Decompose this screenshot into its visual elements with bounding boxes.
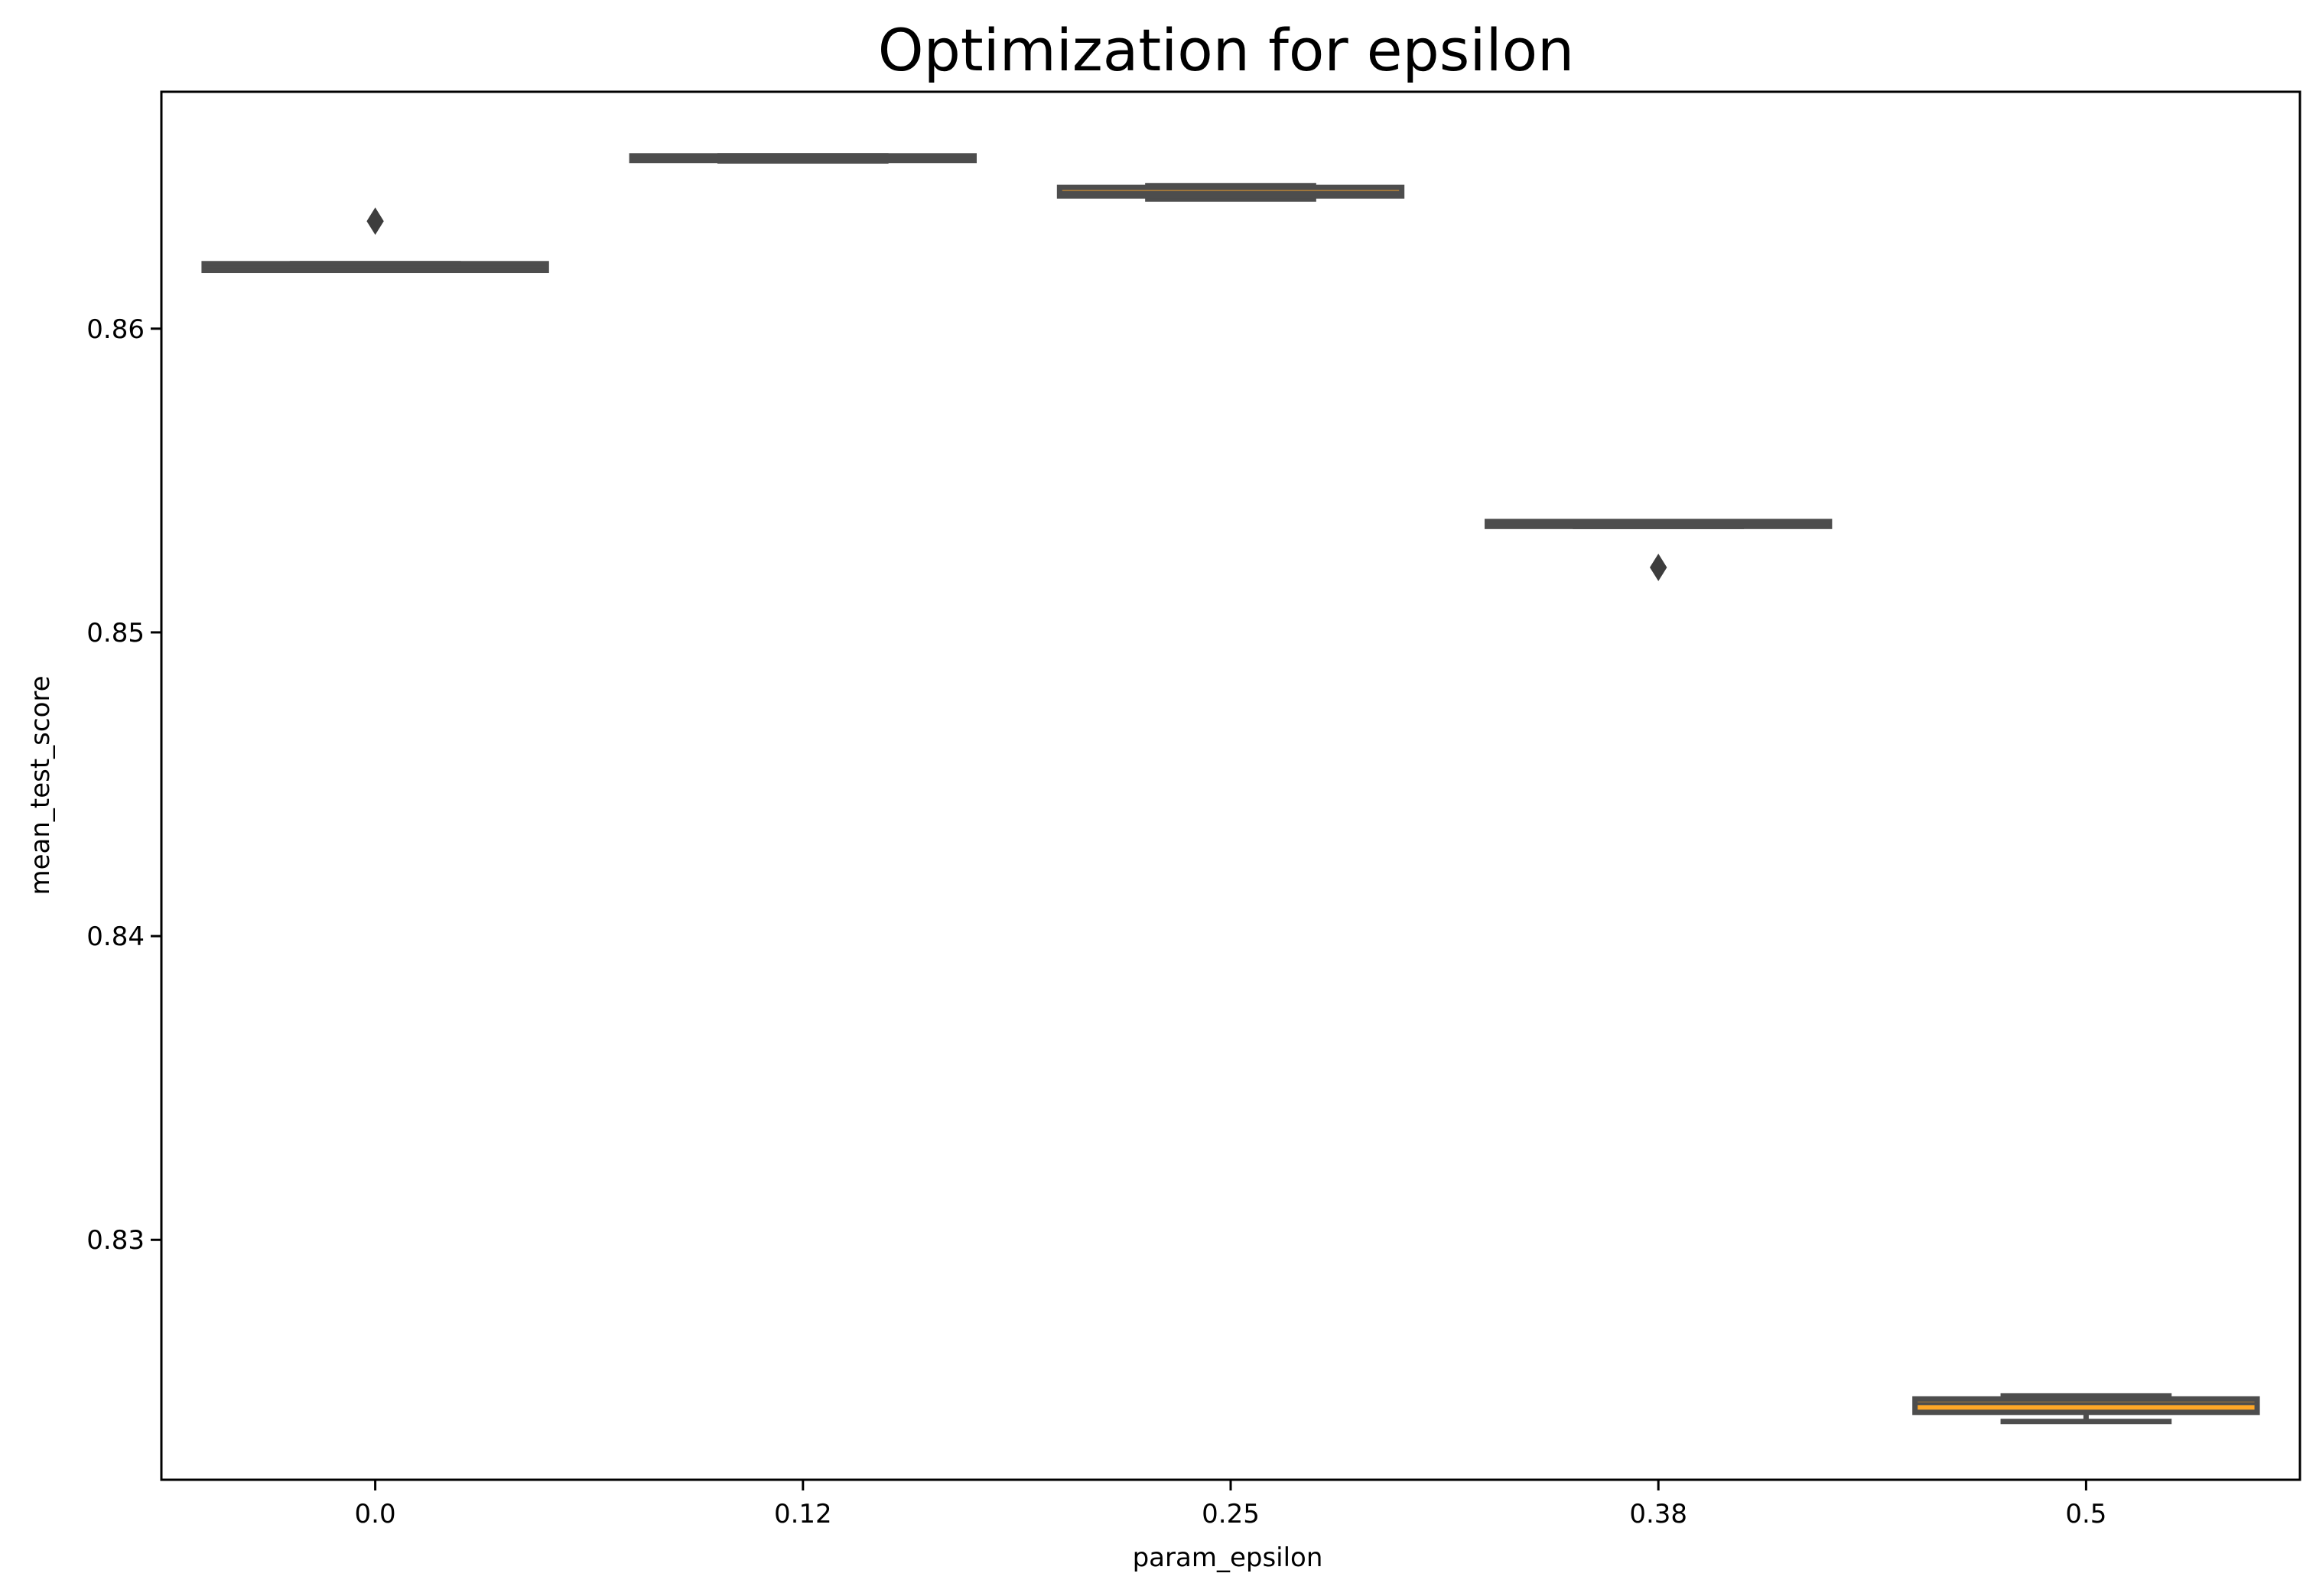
x-tick-label: 0.5 [2065,1499,2106,1529]
plot-area-frame [160,90,2301,1481]
box-group-0.0 [201,207,549,274]
chart-title: Optimization for epsilon [878,16,1574,84]
outlier-point [366,207,384,236]
outlier-point [1650,554,1667,581]
y-tick-label: 0.83 [86,1225,145,1256]
y-axis: 0.83 0.84 0.85 0.86 [86,314,161,1256]
x-axis-label: param_epsilon [1133,1542,1323,1573]
x-axis: 0.0 0.12 0.25 0.38 0.5 [355,1480,2106,1529]
box-group-0.5 [1912,1393,2260,1425]
x-tick-label: 0.12 [774,1499,832,1529]
box-group-0.25 [1056,183,1405,202]
y-tick-label: 0.85 [86,618,145,648]
box-iqr [1912,1396,2260,1416]
x-tick-label: 0.0 [355,1499,396,1529]
y-tick-label: 0.86 [86,314,145,345]
x-tick-label: 0.25 [1202,1499,1260,1529]
box-group-0.12 [629,153,977,164]
y-tick-label: 0.84 [86,922,145,952]
box-group-0.38 [1485,518,1833,581]
y-axis-label: mean_test_score [25,675,56,895]
chart-marks [201,153,2260,1425]
x-tick-label: 0.38 [1629,1499,1687,1529]
